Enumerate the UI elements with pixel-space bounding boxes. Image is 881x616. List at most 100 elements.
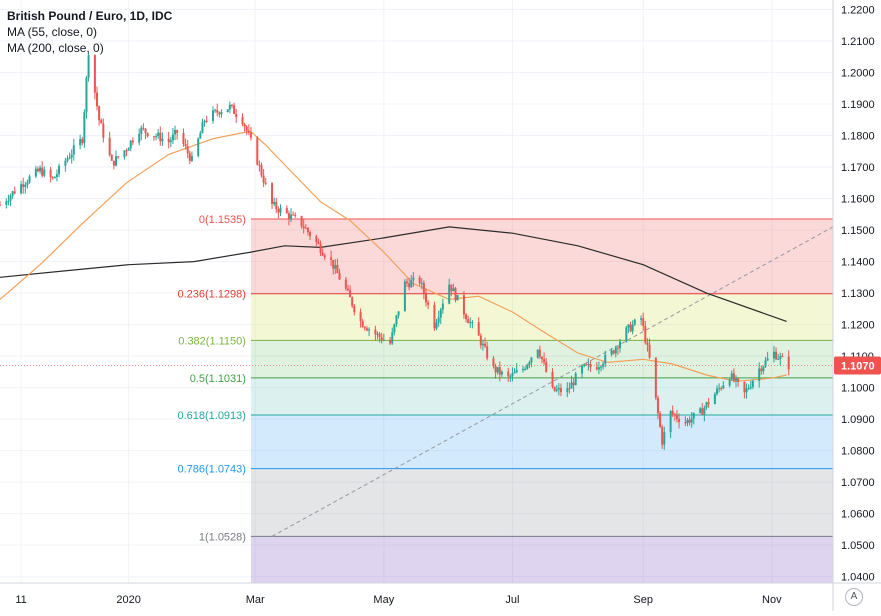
candle-body xyxy=(323,255,326,258)
candle-body xyxy=(117,156,120,158)
candle-body xyxy=(435,322,438,329)
candle-body xyxy=(336,264,339,274)
candle-body xyxy=(233,105,236,114)
candle-body xyxy=(583,364,586,367)
y-tick-label: 1.0500 xyxy=(841,540,875,552)
candle-body xyxy=(705,402,708,408)
candle-body xyxy=(146,132,149,137)
candle-body xyxy=(218,112,221,115)
trendline[interactable] xyxy=(271,226,834,537)
fib-band xyxy=(250,415,833,469)
candle-body xyxy=(275,201,278,210)
candle-body xyxy=(410,280,413,288)
candle-body xyxy=(243,124,246,127)
candle-body xyxy=(589,364,592,368)
candle-body xyxy=(39,167,42,172)
candle-body xyxy=(211,110,214,121)
fib-band xyxy=(250,468,833,537)
candle-body xyxy=(378,333,381,338)
candle-body xyxy=(713,394,716,405)
fib-band xyxy=(250,536,833,583)
candle-body xyxy=(686,419,689,424)
candle-body xyxy=(627,324,630,328)
candle-body xyxy=(108,137,111,156)
candle-body xyxy=(271,183,274,205)
candle-body xyxy=(500,371,503,375)
candle-body xyxy=(420,282,423,284)
candle-body xyxy=(235,113,238,117)
candle-body xyxy=(112,160,115,166)
fib-band xyxy=(250,377,833,416)
candle-body xyxy=(614,347,617,354)
candle-body xyxy=(300,216,303,227)
candle-body xyxy=(467,319,470,324)
candle-body xyxy=(144,128,147,133)
candle-body xyxy=(484,343,487,347)
x-tick-label: 2020 xyxy=(116,594,140,606)
candle-body xyxy=(264,182,267,184)
candle-body xyxy=(93,55,96,93)
candle-body xyxy=(619,341,622,349)
candle-body xyxy=(566,388,569,393)
candle-body xyxy=(661,426,664,445)
candle-body xyxy=(83,111,86,144)
candle-body xyxy=(334,264,337,269)
candle-body xyxy=(644,326,647,343)
candle-body xyxy=(34,168,37,177)
candle-body xyxy=(433,304,436,329)
candle-body xyxy=(66,158,69,161)
candle-body xyxy=(123,150,126,158)
candle-body xyxy=(471,322,474,324)
candle-body xyxy=(20,184,23,194)
candle-body xyxy=(642,318,645,327)
candle-body xyxy=(524,368,527,370)
trendline-layer[interactable] xyxy=(271,226,834,537)
candle-body xyxy=(349,290,352,298)
candle-body xyxy=(728,379,731,386)
x-tick-label: May xyxy=(373,594,394,606)
candle-body xyxy=(28,176,31,183)
candle-body xyxy=(302,226,305,228)
candle-body xyxy=(486,346,489,359)
candle-body xyxy=(699,408,702,413)
candle-body xyxy=(418,277,421,284)
fibonacci-retracement[interactable]: 0(1.1535) 0.236(1.1298) 0.382(1.1150) 0.5(1… xyxy=(177,214,833,583)
candle-body xyxy=(779,356,782,359)
candle-body xyxy=(427,302,430,305)
x-tick-label: Sep xyxy=(633,594,653,606)
candle-body xyxy=(513,372,516,374)
candle-body xyxy=(201,122,204,134)
candle-body xyxy=(306,228,309,233)
candle-body xyxy=(184,143,187,147)
fib-band xyxy=(250,293,833,341)
candle-body xyxy=(285,207,288,214)
x-tick-label: Nov xyxy=(762,594,782,606)
candle-body xyxy=(568,388,571,390)
last-price-badge xyxy=(834,356,881,375)
candle-body xyxy=(625,327,628,342)
auto-scale-button[interactable]: A xyxy=(845,588,863,606)
candle-body xyxy=(376,333,379,335)
candle-body xyxy=(13,191,16,194)
candle-body xyxy=(530,357,533,363)
candle-body xyxy=(319,243,322,253)
fib-level-label: 0.5(1.1031) xyxy=(190,373,246,385)
y-tick-label: 1.1600 xyxy=(841,194,875,206)
candle-body xyxy=(228,104,231,110)
candle-body xyxy=(553,386,556,391)
candle-body xyxy=(646,342,649,345)
candle-body xyxy=(663,432,666,445)
candle-body xyxy=(351,297,354,306)
candle-body xyxy=(701,408,704,415)
candle-body xyxy=(157,132,160,137)
candle-body xyxy=(171,134,174,141)
candle-body xyxy=(51,177,54,179)
candle-body xyxy=(749,386,752,389)
candle-body xyxy=(36,168,39,172)
candle-body xyxy=(309,232,312,237)
candle-body xyxy=(85,77,88,112)
candle-body xyxy=(87,55,90,78)
candle-body xyxy=(197,138,200,157)
